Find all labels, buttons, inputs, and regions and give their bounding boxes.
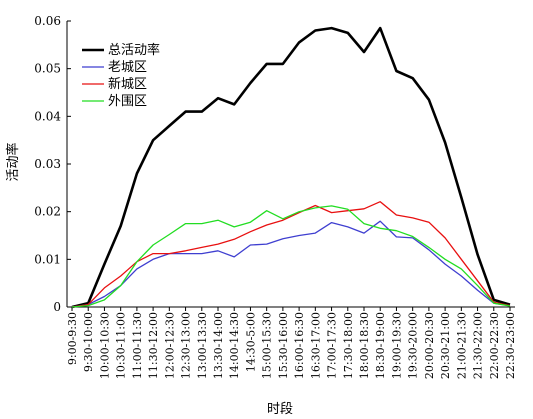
x-axis-title: 时段 [267, 402, 293, 417]
x-tick-label: 17:30-18:00 [342, 312, 355, 379]
legend-label-0: 总活动率 [108, 42, 160, 58]
x-tick-label: 9:00-9:30 [66, 312, 79, 365]
x-tick-label: 15:30-16:00 [277, 312, 290, 379]
axes: 0 0.01 0.02 0.03 0.04 0.05 0.06 9:00-9:30 9:30-1… [34, 14, 517, 379]
x-tick-label: 10:00-10:30 [98, 312, 111, 379]
x-tick-label: 18:00-18:30 [358, 312, 371, 379]
x-tick-label: 22:00-22:30 [488, 312, 501, 379]
x-tick-label: 11:30-12:00 [147, 312, 160, 379]
y-tick-label: 0.05 [34, 62, 61, 76]
y-axis-title: 活动率 [5, 142, 21, 181]
x-tick-label: 20:00-20:30 [423, 312, 436, 379]
y-tick-label: 0.06 [34, 14, 61, 28]
legend-label-1: 老城区 [108, 60, 147, 75]
x-tick-label: 14:00-14:30 [228, 312, 241, 379]
series-lines [71, 26, 511, 309]
x-tick-label: 22:30-23:00 [504, 312, 517, 379]
x-tick-label: 9:30-10:00 [82, 312, 95, 372]
x-tick-label: 21:30-22:00 [472, 312, 485, 379]
y-tick-label: 0.02 [34, 205, 61, 219]
x-tick-label: 13:00-13:30 [196, 312, 209, 379]
x-tick-label: 21:00-21:30 [455, 312, 468, 379]
series-line-1 [71, 220, 511, 308]
x-tick-label: 19:00-19:30 [390, 312, 403, 379]
y-tick-label: 0.03 [34, 157, 61, 171]
x-tick-label: 17:00-17:30 [326, 312, 339, 379]
legend-label-2: 新城区 [108, 76, 147, 92]
x-tick-label: 16:00-16:30 [293, 312, 306, 379]
x-tick-label: 19:30-20:00 [407, 312, 420, 379]
x-tick-label: 20:30-21:00 [439, 312, 452, 379]
series-line-0 [71, 26, 511, 309]
x-tick-label: 12:30-13:00 [180, 312, 193, 379]
series-line-3 [71, 205, 511, 308]
y-tick-label: 0 [53, 300, 61, 314]
x-tick-label: 16:30-17:00 [309, 312, 322, 379]
y-tick-label: 0.04 [34, 109, 61, 123]
x-tick-label: 15:00-15:30 [261, 312, 274, 379]
x-tick-label: 14:30-5:00 [244, 312, 257, 372]
series-line-2 [71, 201, 511, 308]
x-tick-label: 18:30-19:00 [374, 312, 387, 379]
legend-label-3: 外围区 [108, 94, 147, 109]
x-tick-label: 13:30-14:00 [212, 312, 225, 379]
y-tick-label: 0.01 [34, 252, 61, 266]
x-tick-label: 10:30-11:00 [115, 312, 128, 379]
x-tick-label: 12:00-12:30 [163, 312, 176, 379]
x-tick-label: 11:00-11:30 [131, 312, 144, 379]
